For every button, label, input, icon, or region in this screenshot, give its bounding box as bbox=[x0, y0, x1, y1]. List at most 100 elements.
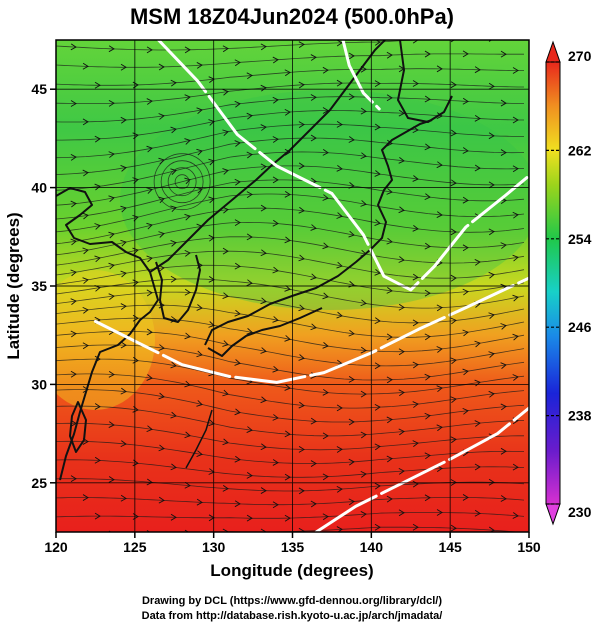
streamline-arrow bbox=[222, 485, 229, 492]
streamline-arrow bbox=[158, 344, 165, 351]
streamline-arrow bbox=[260, 528, 267, 532]
streamline-arrow bbox=[450, 81, 457, 89]
streamline-arrow bbox=[260, 84, 267, 92]
plot-area bbox=[56, 40, 529, 532]
streamline bbox=[56, 165, 525, 206]
streamline-arrow bbox=[386, 94, 393, 102]
streamline-arrow bbox=[462, 494, 469, 501]
colorbar-tick-label-254: 254 bbox=[568, 231, 592, 247]
colorbar-tick-label-270: 270 bbox=[568, 48, 592, 64]
streamline-arrow bbox=[158, 63, 165, 71]
streamline-arrow bbox=[374, 362, 381, 370]
streamline-arrow bbox=[322, 342, 329, 349]
streamline-arrow bbox=[82, 169, 89, 177]
streamline bbox=[56, 96, 524, 123]
streamline-arrow bbox=[348, 93, 355, 101]
streamline-arrow bbox=[360, 200, 367, 207]
streamline-arrow bbox=[234, 455, 241, 463]
streamline-arrow bbox=[500, 495, 507, 502]
streamline-arrow bbox=[146, 145, 153, 153]
streamline-arrow bbox=[120, 494, 127, 502]
streamline-arrow bbox=[108, 45, 115, 53]
streamline-arrow bbox=[246, 279, 253, 287]
streamline-arrow bbox=[436, 385, 443, 393]
streamline-arrow bbox=[450, 179, 457, 187]
streamline-arrow bbox=[222, 129, 229, 137]
streamline-arrow bbox=[82, 342, 89, 350]
streamline-arrow bbox=[512, 165, 519, 173]
streamline-arrow bbox=[398, 389, 405, 397]
streamline-arrow bbox=[336, 40, 343, 47]
streamline-arrow bbox=[322, 432, 329, 440]
streamline-arrow bbox=[436, 211, 443, 218]
streamline-arrow bbox=[260, 249, 267, 257]
streamline bbox=[56, 373, 525, 409]
colorbar-gradient bbox=[545, 61, 561, 505]
streamline-arrow bbox=[398, 428, 405, 436]
streamline-arrow bbox=[260, 443, 267, 451]
streamline-arrow bbox=[450, 396, 457, 404]
streamline-arrow bbox=[436, 424, 443, 432]
streamline-arrow bbox=[120, 341, 127, 349]
streamline-arrow bbox=[462, 368, 469, 376]
streamline-arrow bbox=[234, 219, 241, 226]
streamline-arrow bbox=[272, 266, 279, 274]
streamline-arrow bbox=[184, 94, 191, 101]
y-tick-label-45: 45 bbox=[31, 81, 47, 97]
streamline-arrow bbox=[70, 330, 77, 338]
streamline-arrow bbox=[170, 463, 177, 471]
streamline-arrow bbox=[158, 444, 165, 452]
streamline-arrow bbox=[386, 333, 393, 341]
streamline-arrow bbox=[310, 460, 317, 467]
streamline-arrow bbox=[322, 107, 329, 114]
streamline-arrow bbox=[184, 481, 191, 489]
streamline-arrow bbox=[336, 446, 343, 453]
streamline bbox=[56, 82, 524, 104]
streamline-swirl bbox=[167, 167, 197, 197]
streamline-arrow bbox=[184, 529, 191, 532]
streamline-swirl bbox=[160, 160, 204, 204]
streamline-arrow bbox=[272, 219, 279, 227]
streamline-arrow bbox=[246, 472, 253, 479]
streamline-arrow bbox=[436, 304, 443, 312]
streamline-arrow bbox=[196, 350, 203, 358]
x-tick-label-135: 135 bbox=[281, 539, 305, 555]
streamline-arrow bbox=[322, 473, 329, 481]
streamline-arrow bbox=[222, 340, 229, 347]
streamline-arrow bbox=[462, 288, 469, 296]
streamline-arrow bbox=[474, 420, 481, 427]
streamline-arrow bbox=[412, 175, 419, 182]
streamline bbox=[56, 422, 524, 451]
streamline-arrow bbox=[82, 118, 89, 126]
streamline-arrow bbox=[462, 196, 469, 204]
streamline-arrow bbox=[82, 306, 89, 314]
y-tick-label-40: 40 bbox=[31, 180, 47, 196]
streamline-arrow bbox=[272, 459, 279, 466]
streamline bbox=[56, 497, 525, 506]
streamline-arrow bbox=[374, 123, 381, 131]
colorbar: 230 238 246 254 262 270 bbox=[545, 40, 592, 526]
y-tick-label-25: 25 bbox=[31, 475, 47, 491]
streamline-arrow bbox=[234, 408, 241, 416]
streamline-arrow bbox=[234, 309, 241, 317]
streamline bbox=[56, 264, 525, 294]
streamline-arrow bbox=[436, 112, 443, 120]
white-contour-1 bbox=[93, 276, 529, 384]
streamline-arrow bbox=[424, 50, 431, 58]
streamline-arrow bbox=[272, 316, 279, 323]
streamline-arrow bbox=[170, 240, 177, 247]
streamline-arrow bbox=[222, 88, 229, 96]
streamline-arrow bbox=[310, 323, 317, 331]
streamline-arrow bbox=[512, 333, 519, 341]
streamline-arrow bbox=[260, 347, 267, 354]
streamline-arrow bbox=[386, 376, 393, 384]
streamline-arrow bbox=[234, 262, 241, 270]
streamline-arrow bbox=[184, 249, 191, 257]
colorbar-min-arrow bbox=[545, 503, 561, 526]
streamline-arrow bbox=[500, 323, 507, 330]
streamline-arrow bbox=[386, 455, 393, 463]
streamline-arrow bbox=[348, 52, 355, 60]
streamline-arrow bbox=[360, 107, 367, 115]
streamline-arrow bbox=[512, 294, 519, 302]
